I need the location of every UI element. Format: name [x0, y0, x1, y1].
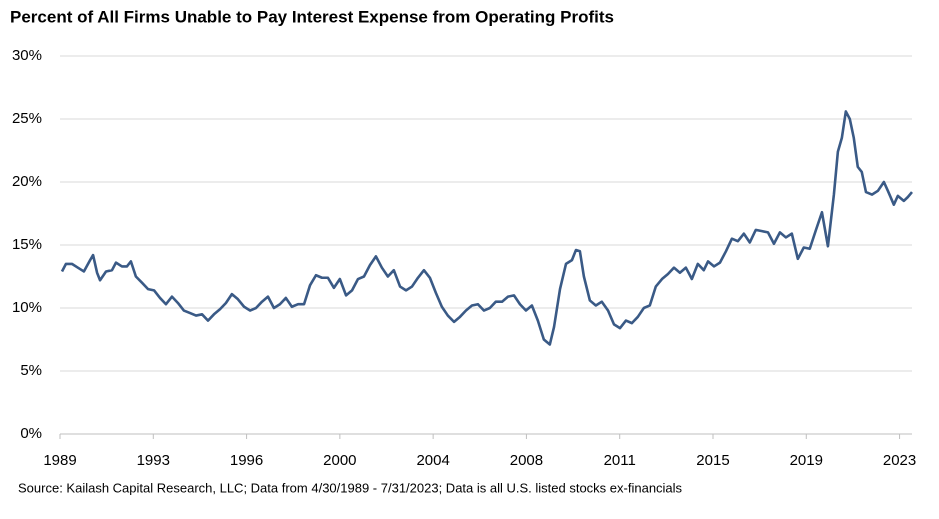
x-tick-label: 2019: [790, 452, 823, 469]
x-tick-label: 1993: [137, 452, 170, 469]
x-tick-label: 2008: [510, 452, 543, 469]
x-tick-label: 2011: [604, 452, 636, 469]
y-tick-label: 5%: [20, 362, 42, 379]
y-tick-label: 25%: [12, 110, 42, 127]
chart-title: Percent of All Firms Unable to Pay Inter…: [10, 7, 614, 26]
x-tick-label: 2000: [323, 452, 356, 469]
y-tick-label: 10%: [12, 299, 42, 316]
x-tick-label: 2004: [416, 452, 449, 469]
x-tick-label: 2015: [696, 452, 729, 469]
source-note: Source: Kailash Capital Research, LLC; D…: [18, 480, 683, 495]
y-tick-label: 20%: [12, 173, 42, 190]
y-tick-label: 0%: [20, 425, 42, 442]
x-tick-label: 2023: [883, 452, 916, 469]
y-tick-label: 15%: [12, 236, 42, 253]
series-line: [60, 110, 913, 346]
y-tick-label: 30%: [12, 47, 42, 64]
x-tick-label: 1996: [230, 452, 263, 469]
x-tick-label: 1989: [43, 452, 76, 469]
